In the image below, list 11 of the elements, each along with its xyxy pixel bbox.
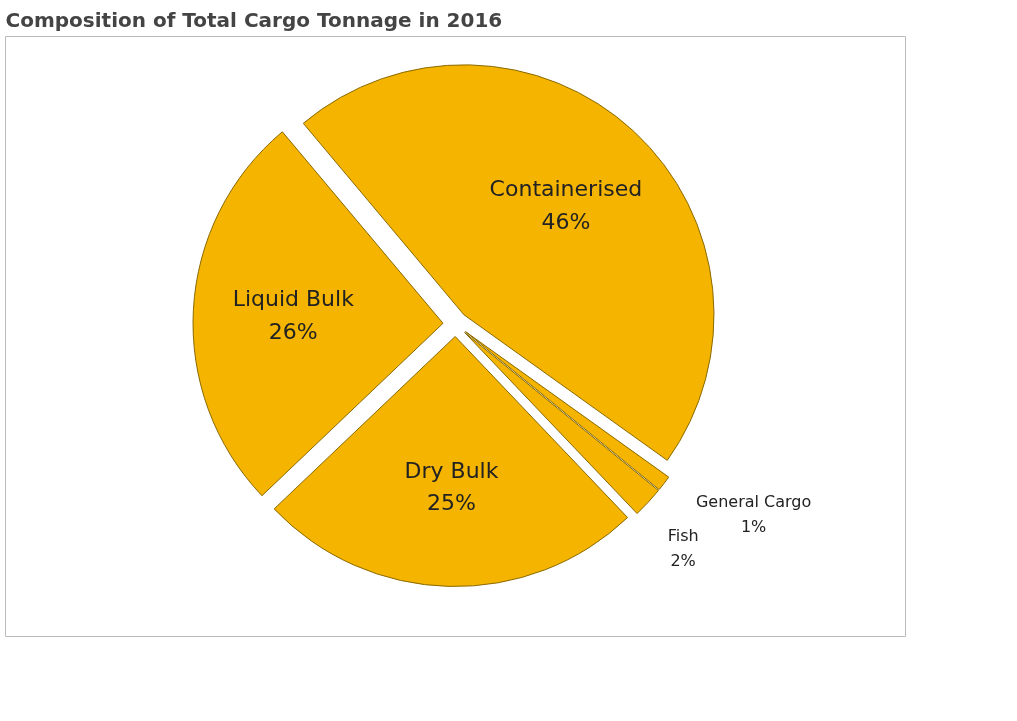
data-label: 1% — [740, 516, 767, 536]
data-label: 25% — [427, 490, 476, 516]
slice-label: Fish — [667, 526, 699, 546]
data-label: 2% — [670, 551, 696, 571]
slice-label: Liquid Bulk — [232, 286, 355, 312]
data-label: 26% — [268, 318, 318, 344]
data-label: 46% — [541, 208, 591, 234]
slice-label: General Cargo — [695, 492, 812, 512]
slice-label: Containerised — [489, 176, 643, 202]
slice-label: Dry Bulk — [404, 457, 499, 483]
chart-title: Composition of Total Cargo Tonnage in 2016 — [5, 7, 503, 32]
